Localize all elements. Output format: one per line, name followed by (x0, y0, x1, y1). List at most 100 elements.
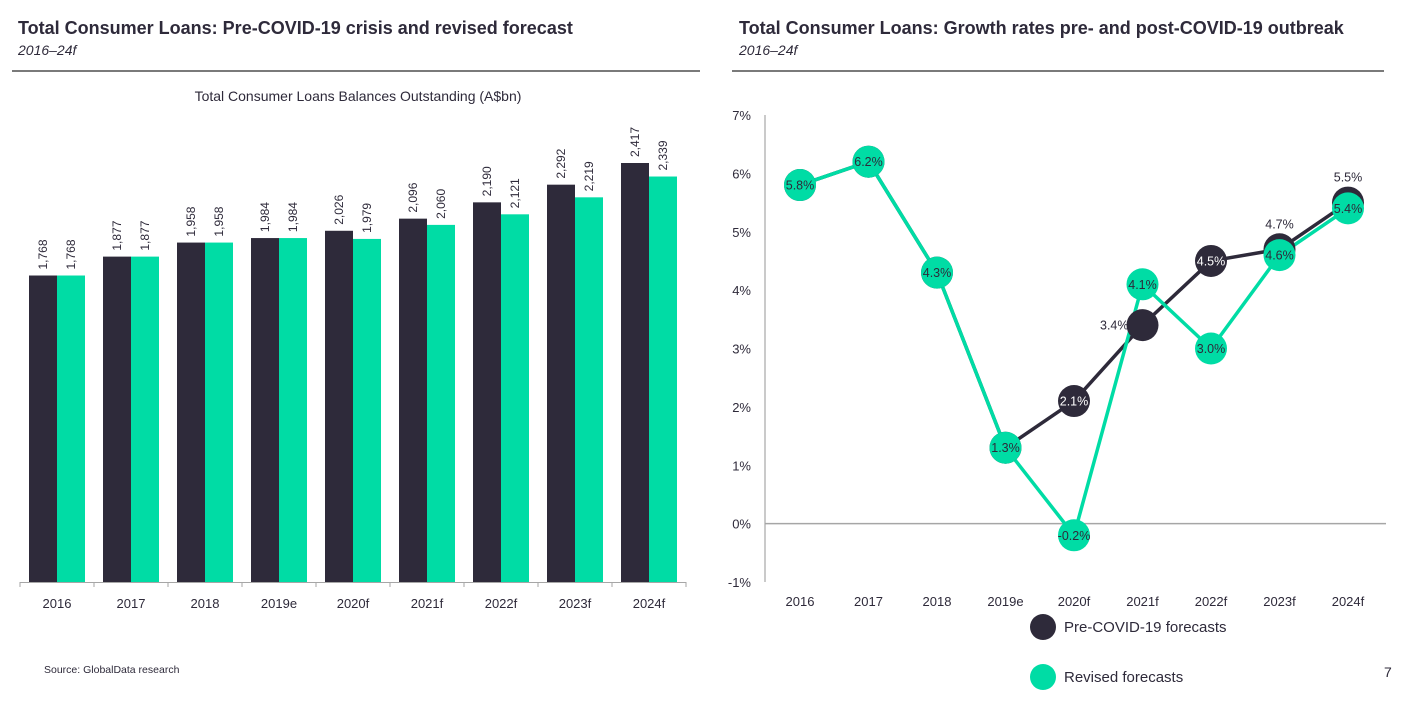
marker-revised (1263, 239, 1296, 272)
marker-revised (852, 145, 885, 178)
page-number: 7 (1384, 664, 1392, 680)
x-tick-label: 2020f (1058, 594, 1091, 609)
data-label-revised: 5.8% (786, 179, 815, 193)
x-tick-label: 2024f (1332, 594, 1365, 609)
x-tick-label: 2018 (191, 596, 220, 611)
bar-data-label: 2,339 (656, 140, 670, 170)
x-tick-label: 2018 (923, 594, 952, 609)
data-label-pre-covid: 2.1% (1060, 395, 1089, 409)
data-label-revised: 4.1% (1128, 278, 1157, 292)
bar-revised (353, 238, 381, 582)
bar-pre-covid (29, 275, 57, 582)
bar-data-label: 2,417 (628, 127, 642, 157)
data-label-revised: 5.4% (1334, 202, 1363, 216)
x-tick-label: 2022f (485, 596, 518, 611)
bar-revised (205, 242, 233, 582)
bar-pre-covid (325, 230, 353, 582)
bar-chart: Total Consumer Loans Balances Outstandin… (19, 88, 687, 611)
marker-revised (1332, 192, 1364, 225)
bar-revised (57, 275, 85, 582)
bar-revised (575, 197, 603, 582)
y-tick-label: 6% (732, 166, 751, 181)
bar-data-label: 1,768 (36, 239, 50, 269)
right-chart-subtitle: 2016–24f (739, 42, 798, 58)
y-tick-label: 2% (732, 400, 751, 415)
bar-data-label: 2,190 (480, 166, 494, 196)
marker-pre-covid (1126, 309, 1159, 342)
y-tick-label: 3% (732, 342, 751, 357)
marker-revised (784, 169, 816, 202)
x-tick-label: 2017 (854, 594, 883, 609)
x-tick-label: 2023f (559, 596, 592, 611)
left-chart-subtitle: 2016–24f (18, 42, 77, 58)
bar-data-label: 1,958 (212, 206, 226, 236)
legend-item-revised: Revised forecasts (1030, 652, 1227, 702)
bar-revised (131, 256, 159, 582)
source-note: Source: GlobalData research (44, 664, 180, 676)
marker-revised (1058, 519, 1090, 552)
legend-label: Revised forecasts (1064, 668, 1184, 686)
bar-revised (649, 176, 677, 582)
marker-revised (989, 431, 1022, 464)
line-chart: -1% 0% 1% 2% 3% 4% 5% 6% 7% 2016 2017 2018 2019e 2020… (728, 108, 1386, 609)
marker-pre-covid (1058, 385, 1090, 418)
x-tick-label: 2016 (43, 596, 72, 611)
data-label-pre-covid: 5.5% (1334, 171, 1363, 185)
bar-pre-covid (177, 242, 205, 582)
data-label-revised: 1.3% (991, 441, 1020, 455)
bar-data-label: 2,060 (434, 189, 448, 219)
x-tick-label: 2024f (633, 596, 666, 611)
bar-revised (501, 214, 529, 582)
left-divider (12, 70, 700, 72)
x-tick-label: 2019e (987, 594, 1023, 609)
bar-data-label: 2,292 (554, 148, 568, 178)
legend-marker-pre-covid-icon (1030, 614, 1056, 640)
y-tick-label: 7% (732, 108, 751, 123)
data-label-pre-covid: 4.5% (1197, 254, 1226, 268)
legend-label: Pre-COVID-19 forecasts (1064, 618, 1227, 636)
data-label-pre-covid: 3.4% (1100, 319, 1129, 333)
x-tick-label: 2017 (117, 596, 146, 611)
bar-data-label: 2,219 (582, 161, 596, 191)
bar-data-label: 1,984 (286, 202, 300, 232)
data-label-revised: 3.0% (1197, 342, 1226, 356)
x-tick-label: 2021f (1126, 594, 1159, 609)
bar-data-label: 1,958 (184, 206, 198, 236)
x-tick-label: 2020f (337, 596, 370, 611)
bar-data-label: 1,768 (64, 239, 78, 269)
data-label-revised: 4.6% (1265, 249, 1294, 263)
marker-revised (1195, 332, 1227, 365)
y-tick-label: 1% (732, 458, 751, 473)
bar-data-label: 2,121 (508, 178, 522, 208)
right-chart-title: Total Consumer Loans: Growth rates pre- … (739, 18, 1344, 38)
bar-pre-covid (621, 163, 649, 582)
legend-item-pre-covid: Pre-COVID-19 forecasts (1030, 602, 1227, 652)
x-tick-label: 2016 (786, 594, 815, 609)
marker-revised (1126, 268, 1159, 301)
left-chart-title: Total Consumer Loans: Pre-COVID-19 crisi… (18, 18, 573, 38)
x-tick-label: 2019e (261, 596, 297, 611)
bar-pre-covid (399, 218, 427, 582)
bar-data-label: 1,984 (258, 202, 272, 232)
x-tick-label: 2023f (1263, 594, 1296, 609)
data-label-revised: -0.2% (1058, 529, 1091, 543)
line-chart-legend: Pre-COVID-19 forecasts Revised forecasts (1030, 602, 1227, 702)
y-tick-label: -1% (728, 575, 752, 590)
data-label-pre-covid: 4.7% (1265, 217, 1294, 231)
x-tick-label: 2021f (411, 596, 444, 611)
y-tick-label: 0% (732, 517, 751, 532)
legend-marker-revised-icon (1030, 664, 1056, 690)
x-tick-label: 2022f (1195, 594, 1228, 609)
marker-revised (921, 256, 953, 289)
bar-pre-covid (103, 256, 131, 582)
data-label-revised: 6.2% (854, 155, 883, 169)
y-tick-label: 4% (732, 283, 751, 298)
bar-pre-covid (547, 184, 575, 582)
bar-data-label: 1,877 (110, 220, 124, 250)
right-divider (732, 70, 1384, 72)
bar-revised (427, 224, 455, 582)
bar-data-label: 1,877 (138, 220, 152, 250)
bar-pre-covid (251, 238, 279, 583)
bar-data-label: 1,979 (360, 203, 374, 233)
y-tick-label: 5% (732, 225, 751, 240)
